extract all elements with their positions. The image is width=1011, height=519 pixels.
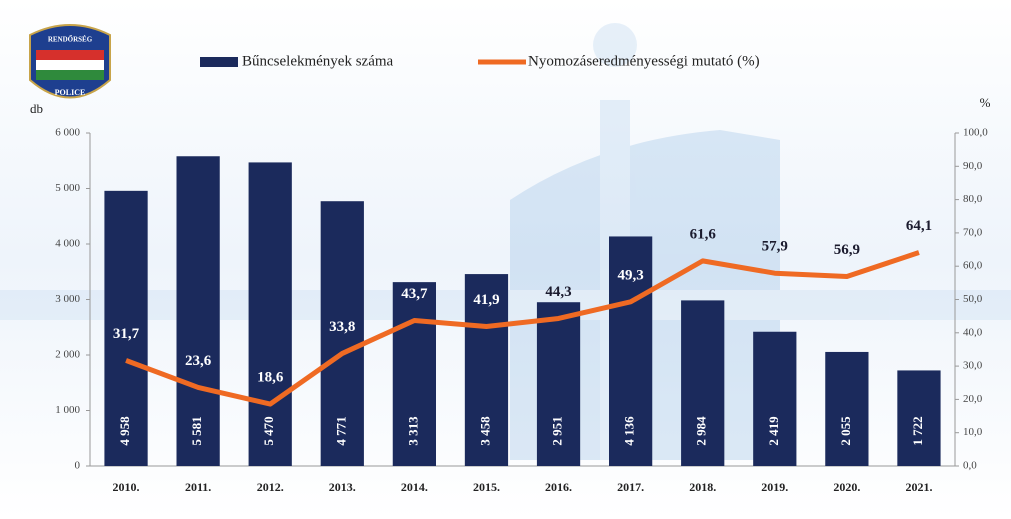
y-tick-label: 0 xyxy=(75,460,81,472)
y-tick-label: 1 000 xyxy=(55,404,80,416)
y2-tick-label: 50,0 xyxy=(963,293,983,305)
line-value-label: 43,7 xyxy=(401,286,428,302)
y2-tick-label: 0,0 xyxy=(963,460,977,472)
bar-value-label: 2 951 xyxy=(550,416,565,445)
y2-tick-label: 20,0 xyxy=(963,393,983,405)
x-tick-label: 2010. xyxy=(113,480,140,494)
line-value-label: 44,3 xyxy=(545,284,571,300)
line-value-label: 23,6 xyxy=(185,353,212,369)
x-tick-label: 2014. xyxy=(401,480,428,494)
logo: RENDŐRSÉG POLICE xyxy=(30,25,110,98)
x-tick-label: 2021. xyxy=(905,480,932,494)
y-tick-label: 6 000 xyxy=(55,127,80,139)
y2-tick-label: 100,0 xyxy=(963,127,988,139)
legend-label: Bűncselekmények száma xyxy=(242,53,394,69)
bar-value-label: 5 581 xyxy=(189,416,204,445)
y2-tick-label: 10,0 xyxy=(963,426,983,438)
legend-swatch xyxy=(200,57,238,67)
bar-value-label: 4 958 xyxy=(117,416,132,446)
y2-tick-label: 80,0 xyxy=(963,193,983,205)
y2-tick-label: 40,0 xyxy=(963,326,983,338)
y-axis-label: db xyxy=(30,101,43,116)
chart: RENDŐRSÉG POLICE db % 0 1 000 2 000 3 000 4 … xyxy=(0,0,1011,519)
line-value-label: 41,9 xyxy=(473,292,499,308)
x-tick-label: 2015. xyxy=(473,480,500,494)
bar-value-label: 3 313 xyxy=(405,416,420,446)
bar-value-label: 2 055 xyxy=(838,416,853,446)
bar-value-label: 5 470 xyxy=(261,416,276,445)
y2-tick-label: 30,0 xyxy=(963,360,983,372)
bar-value-label: 1 722 xyxy=(910,416,925,445)
x-tick-label: 2017. xyxy=(617,480,644,494)
line-value-label: 31,7 xyxy=(113,326,140,342)
x-tick-label: 2016. xyxy=(545,480,572,494)
line-value-label: 61,6 xyxy=(690,226,717,242)
line-value-label: 18,6 xyxy=(257,369,284,385)
logo-bottom-text: POLICE xyxy=(55,88,86,97)
y2-tick-label: 60,0 xyxy=(963,260,983,272)
line-value-label: 57,9 xyxy=(762,239,788,255)
bar-value-label: 2 984 xyxy=(694,416,709,446)
bar-value-label: 2 419 xyxy=(766,416,781,446)
line-value-label: 33,8 xyxy=(329,319,355,335)
bar-value-label: 4 771 xyxy=(333,416,348,445)
line-value-label: 64,1 xyxy=(906,218,932,234)
x-tick-label: 2019. xyxy=(761,480,788,494)
legend-label: Nyomozáseredményességi mutató (%) xyxy=(528,53,760,69)
x-tick-label: 2018. xyxy=(689,480,716,494)
x-tick-label: 2012. xyxy=(257,480,284,494)
bar-value-label: 4 136 xyxy=(622,416,637,446)
y2-tick-label: 70,0 xyxy=(963,226,983,238)
x-tick-label: 2013. xyxy=(329,480,356,494)
y-tick-label: 5 000 xyxy=(55,182,80,194)
logo-top-text: RENDŐRSÉG xyxy=(48,36,93,44)
line-value-label: 49,3 xyxy=(618,267,644,283)
x-tick-label: 2020. xyxy=(833,480,860,494)
y2-axis-label: % xyxy=(980,95,991,110)
bar xyxy=(825,352,868,466)
line-value-label: 56,9 xyxy=(834,242,860,258)
bar-value-label: 3 458 xyxy=(477,416,492,446)
y-tick-label: 4 000 xyxy=(55,238,80,250)
x-tick-label: 2011. xyxy=(185,480,211,494)
y-tick-label: 2 000 xyxy=(55,349,80,361)
y2-tick-label: 90,0 xyxy=(963,160,983,172)
y-tick-label: 3 000 xyxy=(55,293,80,305)
